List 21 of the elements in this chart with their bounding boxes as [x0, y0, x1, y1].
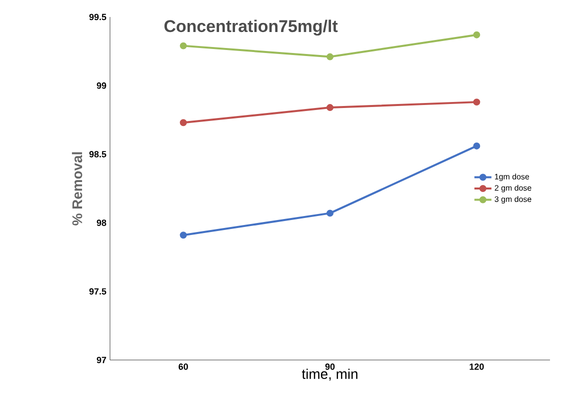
x-tick-label: 90: [325, 364, 335, 370]
point: [473, 98, 480, 106]
point: [180, 232, 187, 239]
y-tick-label: 98: [96, 220, 106, 226]
chart-title: Concentration75mg/lt: [164, 20, 338, 36]
y-axis-title: % Removal: [72, 152, 82, 226]
point: [180, 119, 187, 126]
point: [326, 53, 334, 60]
x-axis-title: time, min: [302, 368, 358, 381]
x-tick-label: 120: [470, 364, 484, 370]
point: [473, 31, 480, 38]
point: [326, 210, 334, 217]
y-tick-label: 97: [96, 356, 106, 364]
y-tick-label: 99: [96, 82, 106, 89]
point: [180, 42, 187, 50]
point: [473, 142, 480, 150]
y-tick-label: 97.5: [89, 288, 106, 295]
y-tick-label: 99.5: [89, 14, 106, 20]
y-tick-label: 98.5: [89, 151, 106, 158]
point: [326, 104, 334, 112]
x-tick-label: 60: [178, 364, 188, 370]
